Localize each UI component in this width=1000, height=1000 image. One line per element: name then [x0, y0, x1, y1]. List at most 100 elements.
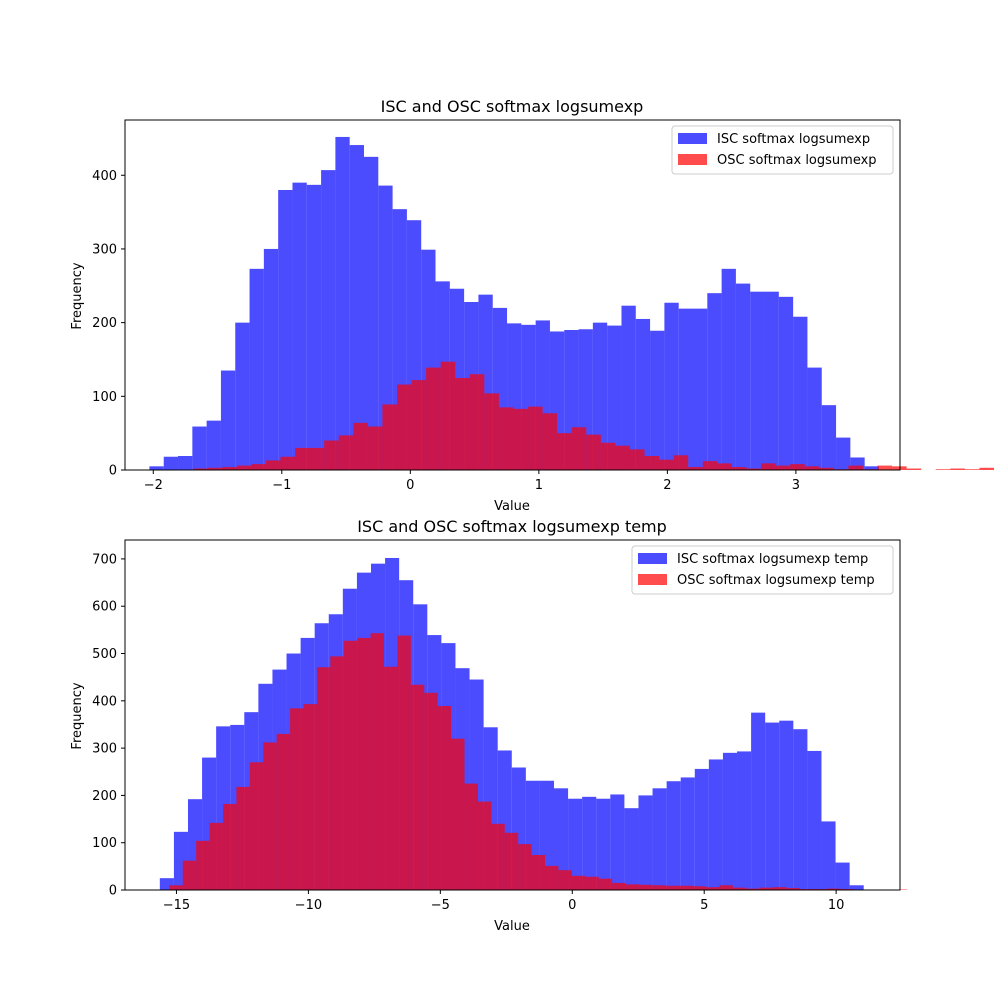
histogram-bar-isc	[821, 821, 836, 890]
histogram-bar-osc	[518, 844, 532, 890]
histogram-bar-osc	[440, 361, 456, 470]
histogram-bar-isc	[206, 420, 221, 470]
histogram-bar-osc	[877, 465, 893, 470]
histogram-bar-osc	[600, 442, 616, 470]
histogram-bar-isc	[178, 456, 193, 470]
histogram-bar-osc	[382, 404, 397, 470]
legend-frame	[671, 125, 894, 175]
histogram-bar-osc	[426, 367, 441, 470]
histogram-bar-osc	[303, 704, 317, 890]
histogram-bar-osc	[964, 469, 980, 470]
histogram-bar-isc	[737, 751, 752, 890]
histogram-bar-osc	[819, 467, 834, 470]
histogram-bar-osc	[826, 888, 841, 890]
histogram-bar-isc	[568, 798, 583, 890]
histogram-bar-osc	[484, 393, 499, 470]
histogram-bar-osc	[437, 706, 452, 890]
histogram-bar-osc	[731, 467, 747, 470]
histogram-bar-osc	[370, 633, 385, 890]
histogram-bar-isc	[680, 777, 695, 890]
x-tick-label: 0	[568, 898, 576, 913]
histogram-bar-osc	[353, 422, 368, 470]
histogram-bar-isc	[192, 426, 207, 470]
histogram-bar-osc	[410, 684, 425, 890]
histogram-bar-osc	[477, 801, 492, 890]
histogram-bar-osc	[638, 884, 653, 890]
histogram-bar-osc	[692, 886, 707, 890]
x-axis-label: Value	[494, 919, 530, 934]
histogram-bar-osc	[759, 887, 774, 890]
legend-swatch-osc	[678, 154, 707, 165]
y-tick-label: 100	[92, 390, 117, 405]
histogram-bar-isc	[735, 283, 751, 470]
histogram-bar-osc	[935, 469, 951, 470]
histogram-bar-osc	[330, 656, 344, 890]
histogram-bar-osc	[396, 384, 412, 470]
y-tick-label: 200	[92, 316, 117, 331]
histogram-bar-osc	[263, 742, 277, 890]
histogram-bar-osc	[249, 762, 264, 890]
histogram-bar-osc	[513, 408, 529, 470]
histogram-panel-bottom: ISC and OSC softmax logsumexp temp −15 −1…	[70, 517, 908, 934]
histogram-bar-isc	[378, 185, 393, 470]
histogram-bar-isc	[849, 885, 864, 890]
legend-frame	[631, 545, 894, 595]
y-axis-label: Frequency	[70, 262, 85, 329]
histogram-bar-osc	[612, 882, 626, 890]
histogram-bar-isc	[610, 794, 625, 890]
histogram-bar-osc	[367, 426, 383, 470]
x-tick-label: −5	[431, 898, 450, 913]
x-axis-ticks: −15 −10 −5 0 5 10	[163, 890, 845, 913]
histogram-bar-osc	[688, 467, 703, 470]
x-tick-label: −10	[295, 898, 322, 913]
histogram-bar-osc	[790, 464, 805, 470]
histogram-bar-isc	[638, 795, 653, 890]
histogram-bar-osc	[679, 885, 693, 890]
histogram-bar-osc	[316, 667, 331, 890]
x-axis-ticks: −2 −1 0 1 2 3	[144, 470, 800, 493]
histogram-bar-osc	[665, 885, 680, 890]
histogram-bar-isc	[554, 788, 569, 890]
histogram-bar-osc	[193, 468, 208, 470]
histogram-bar-isc	[779, 720, 794, 890]
y-tick-label: 700	[92, 552, 117, 567]
y-axis-ticks: 0 100 200 300 400	[92, 169, 125, 479]
histogram-bar-isc	[635, 318, 651, 470]
y-tick-label: 0	[109, 884, 117, 899]
histogram-bar-osc	[265, 460, 281, 470]
histogram-bar-isc	[807, 367, 822, 470]
histogram-bar-osc	[615, 445, 630, 470]
x-tick-label: 0	[406, 478, 414, 493]
histogram-bar-isc	[596, 798, 611, 890]
histogram-bar-osc	[531, 855, 546, 890]
chart-title: ISC and OSC softmax logsumexp temp	[357, 517, 667, 536]
histogram-bar-isc	[592, 322, 608, 470]
x-tick-label: 10	[828, 898, 845, 913]
legend: ISC softmax logsumexp temp OSC softmax l…	[631, 545, 894, 595]
histogram-bar-isc	[624, 808, 639, 890]
histogram-bar-isc	[363, 156, 379, 470]
y-tick-label: 100	[92, 836, 117, 851]
histogram-bar-osc	[848, 465, 863, 470]
histogram-bar-osc	[702, 461, 718, 470]
histogram-bar-isc	[678, 308, 693, 470]
histogram-bar-osc	[384, 666, 398, 890]
histogram-bar-isc	[722, 752, 738, 890]
histogram-bar-isc	[764, 291, 779, 470]
histogram-bar-osc	[290, 708, 304, 890]
histogram-bar-isc	[864, 466, 879, 470]
histogram-bar-isc	[664, 302, 679, 470]
histogram-bar-osc	[309, 447, 325, 470]
histogram-bar-isc	[235, 322, 250, 470]
histogram-bar-osc	[542, 413, 558, 470]
y-tick-label: 0	[109, 464, 117, 479]
histogram-bar-osc	[629, 449, 645, 470]
y-tick-label: 200	[92, 789, 117, 804]
histogram-bar-osc	[732, 887, 747, 890]
plot-frame	[124, 119, 901, 471]
y-tick-label: 400	[92, 694, 117, 709]
histogram-bar-osc	[979, 467, 995, 470]
histogram-bars	[159, 557, 908, 890]
histogram-bar-osc	[773, 887, 787, 890]
histogram-bar-isc	[751, 712, 766, 890]
